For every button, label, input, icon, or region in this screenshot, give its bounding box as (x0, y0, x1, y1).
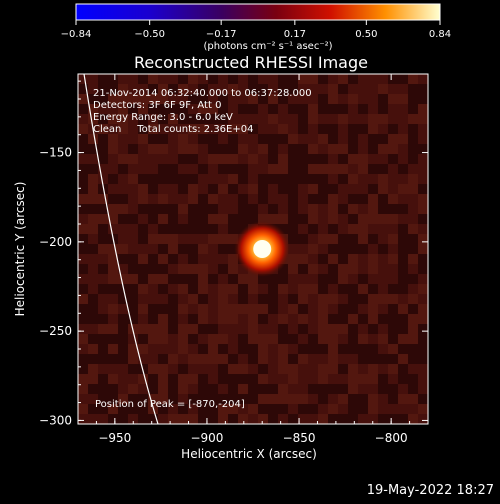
annotation-detectors: Detectors: 3F 6F 9F, Att 0 (93, 100, 221, 111)
y-tick-label: −250 (39, 324, 72, 338)
y-axis-ticks: −150 −200 −250 −300 (39, 80, 428, 427)
colorbar-unit: (photons cm⁻² s⁻¹ asec⁻²) (203, 41, 332, 52)
flare-source-core (253, 240, 272, 258)
colorbar (75, 3, 441, 21)
annotation-time: 21-Nov-2014 06:32:40.000 to 06:37:28.000 (93, 88, 312, 99)
colorbar-tick-label: 0.84 (429, 29, 451, 40)
colorbar-tick-label: −0.50 (134, 29, 165, 40)
colorbar-tick-label: −0.17 (206, 29, 237, 40)
y-tick-label: −200 (39, 235, 72, 249)
y-tick-label: −150 (39, 146, 72, 160)
peak-position-label: Position of Peak = [-870,-204] (95, 399, 245, 410)
solar-limb (83, 74, 159, 424)
footer-timestamp: 19-May-2022 18:27 (367, 483, 494, 498)
colorbar-tick-label: −0.84 (61, 29, 92, 40)
y-tick-label: −300 (39, 413, 72, 427)
chart-title: Reconstructed RHESSI Image (134, 53, 368, 72)
annotation-counts: Clean Total counts: 2.36E+04 (93, 124, 253, 135)
x-axis-label: Heliocentric X (arcsec) (181, 447, 317, 461)
plot-image (78, 74, 428, 424)
x-axis-ticks: −950 −900 −850 −800 (95, 74, 411, 445)
plot-frame (77, 73, 429, 425)
colorbar-tick-label: 0.17 (284, 29, 306, 40)
colorbar-tick-label: 0.50 (355, 29, 377, 40)
x-tick-label: −800 (375, 431, 408, 445)
x-tick-label: −950 (98, 431, 131, 445)
x-tick-label: −850 (283, 431, 316, 445)
annotation-energy: Energy Range: 3.0 - 6.0 keV (93, 112, 233, 123)
y-axis-label: Heliocentric Y (arcsec) (13, 182, 27, 317)
x-tick-label: −900 (190, 431, 223, 445)
colorbar-ticks: −0.84 −0.50 −0.17 0.17 0.50 0.84 (61, 20, 451, 40)
